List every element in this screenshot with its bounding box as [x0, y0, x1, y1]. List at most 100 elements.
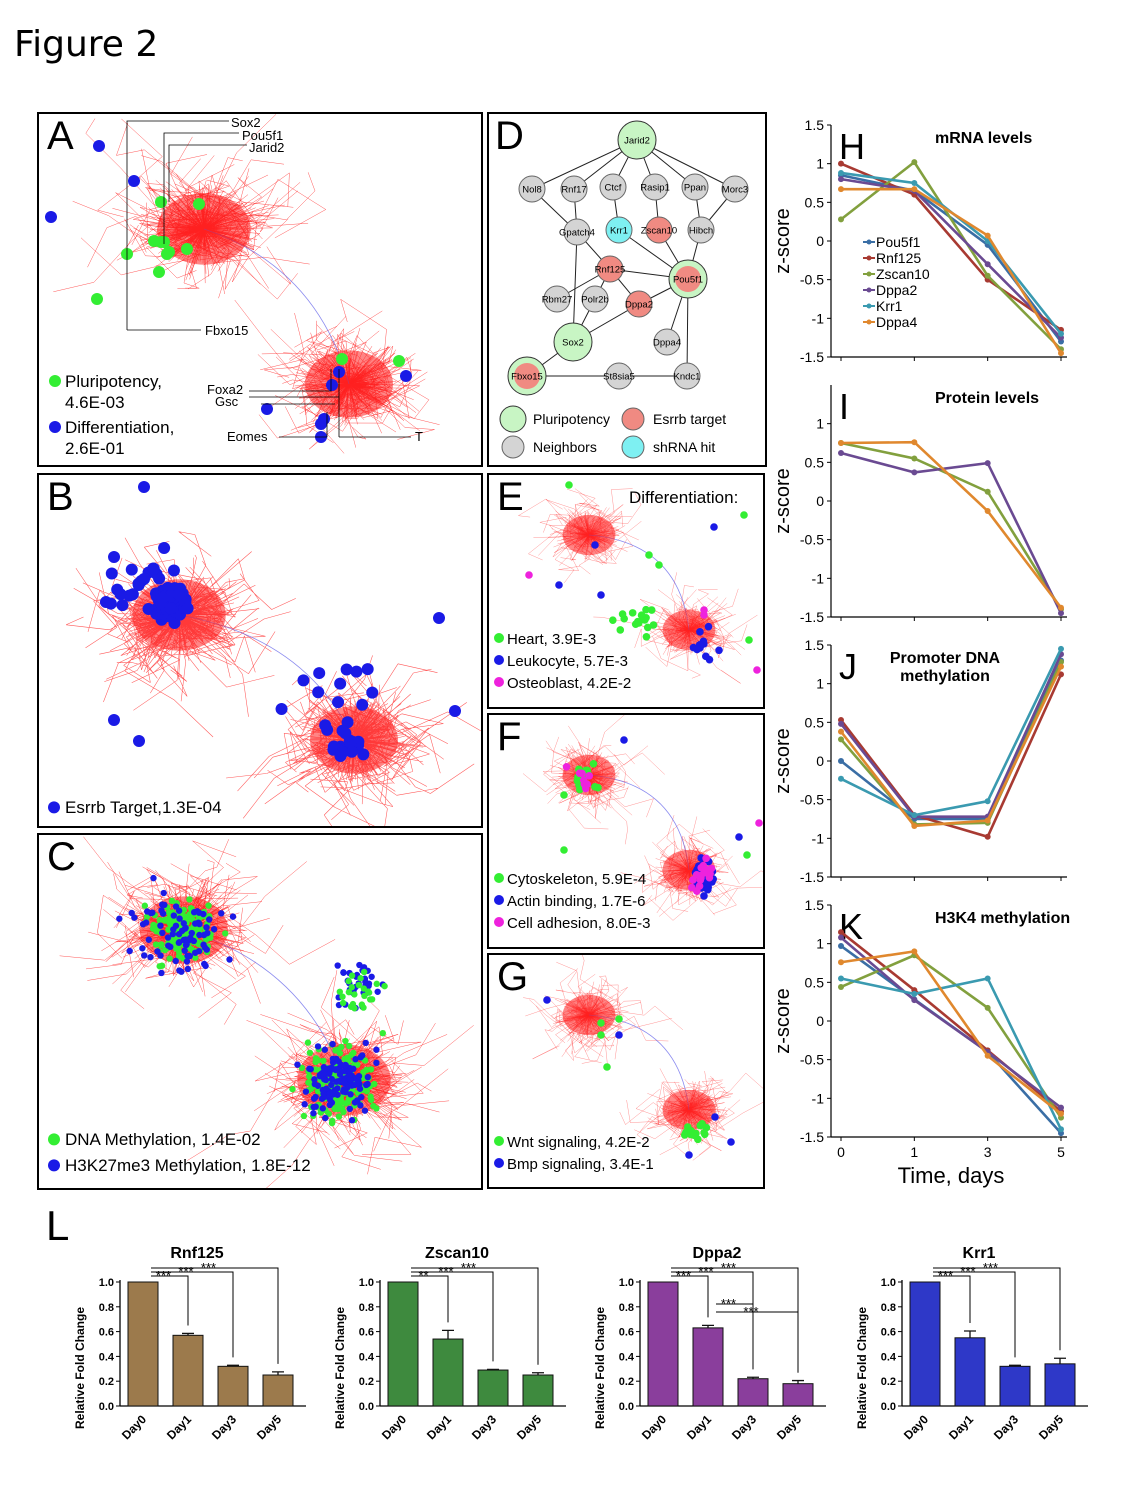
- x-tick-label: Day5: [514, 1412, 544, 1442]
- gene-node: [328, 1081, 335, 1089]
- gene-node: [342, 1061, 349, 1069]
- node-circle: [599, 173, 627, 201]
- gene-node: [603, 1063, 611, 1071]
- node-label: Jarid2: [624, 136, 650, 147]
- node-label: Rnf125: [595, 265, 626, 276]
- gene-node: [294, 1061, 301, 1068]
- y-tick-label: 0.2: [619, 1376, 634, 1388]
- gene-node: [196, 931, 203, 939]
- significance-label: ***: [983, 1260, 998, 1275]
- gene-node: [381, 982, 388, 990]
- esrrb-target-node: [350, 665, 363, 678]
- y-tick-label: 0: [816, 233, 824, 249]
- gene-node: [170, 912, 178, 919]
- node-label: Rbm27: [542, 295, 573, 306]
- esrrb-target-node: [164, 602, 177, 615]
- data-point: [838, 728, 844, 735]
- legend-label: H3K27me3 Methylation, 1.8E-12: [65, 1156, 311, 1175]
- legend-marker: [866, 319, 872, 325]
- node-circle: [596, 255, 624, 283]
- gene-label-foxa2: Foxa2: [207, 382, 243, 397]
- data-point: [1058, 610, 1064, 617]
- gene-node: [565, 481, 573, 489]
- bar: [999, 1365, 1031, 1407]
- gene-node: [735, 833, 743, 841]
- significance-bracket: [151, 1271, 234, 1358]
- data-point: [984, 261, 991, 268]
- node-circle: [681, 173, 709, 201]
- legend-node: [621, 407, 645, 431]
- panel-label-f: F: [497, 715, 522, 759]
- gene-node: [338, 1105, 346, 1112]
- error-bar: [182, 1332, 194, 1336]
- y-tick-label: 0.6: [881, 1327, 896, 1339]
- gene-node: [322, 1114, 329, 1122]
- gene-node: [175, 907, 183, 914]
- y-tick-label: 1.0: [619, 1277, 634, 1289]
- chart-j: 1.5 1 0.5 0 -0.5 -1 -1.5 z-score J Promoter DNAme…: [775, 637, 1067, 885]
- network-b: Esrrb Target,1.3E-04: [48, 481, 481, 826]
- data-point: [984, 1052, 991, 1059]
- gene-node: [616, 626, 625, 634]
- gene-node: [126, 947, 133, 955]
- y-tick-label: -1: [812, 570, 825, 586]
- callout-line: [168, 144, 247, 202]
- gene-node: [332, 1066, 340, 1073]
- gene-node: [693, 645, 701, 654]
- gene-node: [158, 941, 165, 948]
- panel-label-a: A: [47, 114, 74, 158]
- significance-bracket: [933, 1267, 1061, 1351]
- node-circle: [641, 173, 669, 201]
- gene-node: [335, 1113, 343, 1120]
- gene-node: [364, 1073, 372, 1081]
- gene-node: [160, 889, 167, 897]
- data-point: [1058, 645, 1064, 652]
- error-bar: [1009, 1364, 1021, 1367]
- data-point: [984, 508, 991, 515]
- gene-node: [697, 874, 705, 882]
- gene-node: [620, 736, 628, 744]
- error-bar: [702, 1324, 714, 1328]
- error-bar: [227, 1364, 239, 1367]
- series-line-krr1: [840, 976, 1063, 1130]
- data-point: [838, 775, 844, 782]
- y-tick-label: 0.8: [99, 1302, 114, 1314]
- gene-node: [704, 885, 712, 894]
- gene-node: [302, 1088, 310, 1095]
- node-zscan10: Zscan10: [641, 216, 677, 244]
- gene-node: [190, 909, 198, 916]
- x-tick-label: Day1: [946, 1412, 976, 1442]
- gene-node: [352, 1056, 359, 1063]
- y-axis-label: z-score: [775, 728, 794, 794]
- gene-node: [139, 945, 146, 952]
- legend-dot: [494, 633, 504, 643]
- bar: [737, 1378, 769, 1407]
- gene-node: [304, 1039, 312, 1046]
- node-rasip1: Rasip1: [640, 173, 670, 201]
- bar: [217, 1365, 249, 1407]
- gene-node: [578, 769, 586, 778]
- gene-node: [615, 1015, 623, 1023]
- node-krr1: Krr1: [605, 216, 633, 244]
- gene-node: [643, 623, 652, 632]
- esrrb-target-node: [167, 564, 180, 577]
- panel-label-l: L: [46, 1202, 70, 1249]
- node-label: Fbxo15: [511, 372, 543, 383]
- pluripotency-node: [91, 293, 103, 305]
- network-f: Cytoskeleton, 5.9E-4 Actin binding, 1.7E-…: [494, 715, 763, 932]
- gene-node: [175, 930, 183, 938]
- y-tick-label: 1: [816, 936, 824, 952]
- y-tick-label: 1: [816, 416, 824, 432]
- panel-e: E Differentiation: Heart, 3.9E-3 Leukocyte…: [487, 473, 765, 709]
- gene-node: [360, 968, 368, 976]
- node-sox2: Sox2: [553, 322, 593, 362]
- gene-node: [158, 907, 165, 914]
- esrrb-target-node: [297, 674, 310, 687]
- chart-i: 1 0.5 0 -0.5 -1 -1.5 z-score I Protein levels: [775, 385, 1067, 625]
- differentiation-node: [326, 379, 338, 391]
- legend-label: Krr1: [876, 298, 903, 314]
- gene-node: [755, 819, 763, 827]
- gene-node: [711, 1113, 719, 1121]
- significance-label: ***: [721, 1296, 736, 1311]
- y-tick-label: 1: [816, 156, 824, 172]
